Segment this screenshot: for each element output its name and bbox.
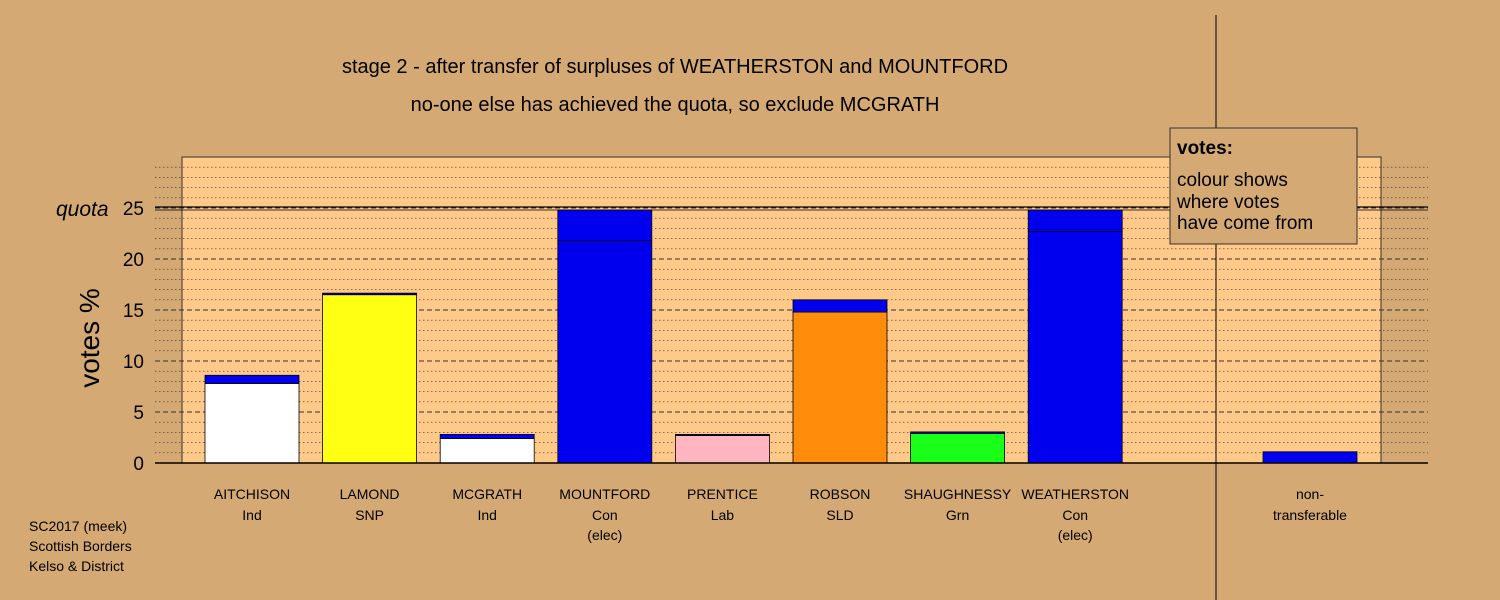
legend-line-1: colour shows [1177, 170, 1288, 191]
candidate-status: (elec) [587, 527, 622, 543]
bar-nontransferable [1262, 451, 1358, 464]
footer-line-2: Scottish Borders [29, 538, 132, 554]
nontransferable-label-1: non- [1296, 486, 1324, 502]
y-tick-labels: 0 5 10 15 20 25 [123, 199, 144, 475]
candidate-status: (elec) [1058, 527, 1093, 543]
candidate-name: WEATHERSTON [1021, 486, 1129, 502]
nontransferable-label-2: transferable [1273, 507, 1347, 523]
bars [204, 209, 1358, 464]
bar-own-votes [910, 433, 1005, 464]
bar-transferred-votes [675, 434, 770, 436]
candidate-name: MCGRATH [452, 486, 522, 502]
y-axis-label: votes % [74, 288, 105, 388]
bar-own-votes [439, 438, 535, 464]
bar-own-votes [557, 240, 653, 464]
bar-own-votes [204, 383, 300, 464]
y-tick-label: 25 [123, 199, 144, 220]
candidate-party: Con [592, 507, 618, 523]
x-tick-labels: AITCHISON Ind LAMOND SNP MCGRATH Ind MOUNTFORD… [214, 486, 1347, 543]
y-tick-label: 15 [123, 301, 144, 322]
legend-title: votes: [1177, 138, 1233, 159]
footer-line-1: SC2017 (meek) [29, 518, 127, 534]
candidate-name: SHAUGHNESSY [904, 486, 1012, 502]
bar-transferred-votes [792, 299, 888, 313]
y-tick-label: 0 [133, 454, 144, 475]
legend: votes: colour shows where votes have com… [1169, 127, 1358, 245]
bar-transferred-votes [910, 431, 1005, 434]
bar-transferred-votes [204, 374, 300, 384]
quota-label: quota [56, 198, 109, 221]
bar-own-votes [675, 435, 770, 464]
bar-transferred-votes [322, 292, 418, 296]
chart-title: stage 2 - after transfer of surpluses of… [342, 56, 1008, 78]
candidate-party: Ind [477, 507, 496, 523]
candidate-party: SNP [355, 507, 384, 523]
candidate-party: Con [1062, 507, 1088, 523]
candidate-party: Ind [242, 507, 261, 523]
bar-own-votes [792, 311, 888, 464]
bar-transferred-votes [557, 209, 653, 242]
y-tick-label: 20 [123, 250, 144, 271]
y-tick-label: 10 [123, 352, 144, 373]
footer-line-3: Kelso & District [29, 558, 124, 574]
legend-box [1169, 127, 1358, 245]
bar-transferred-votes [439, 434, 535, 439]
candidate-name: ROBSON [810, 486, 871, 502]
candidate-name: AITCHISON [214, 486, 290, 502]
candidate-name: LAMOND [340, 486, 400, 502]
candidate-party: SLD [826, 507, 853, 523]
candidate-name: MOUNTFORD [559, 486, 650, 502]
legend-line-2: where votes [1176, 192, 1279, 213]
chart-subtitle: no-one else has achieved the quota, so e… [411, 94, 940, 116]
bar-own-votes [1027, 231, 1123, 464]
bar-own-votes [322, 294, 418, 464]
candidate-party: Grn [946, 507, 969, 523]
bar-transferred-votes [1027, 209, 1123, 232]
y-tick-label: 5 [133, 403, 144, 424]
candidate-party: Lab [711, 507, 735, 523]
candidate-name: PRENTICE [687, 486, 758, 502]
legend-line-3: have come from [1177, 213, 1313, 234]
